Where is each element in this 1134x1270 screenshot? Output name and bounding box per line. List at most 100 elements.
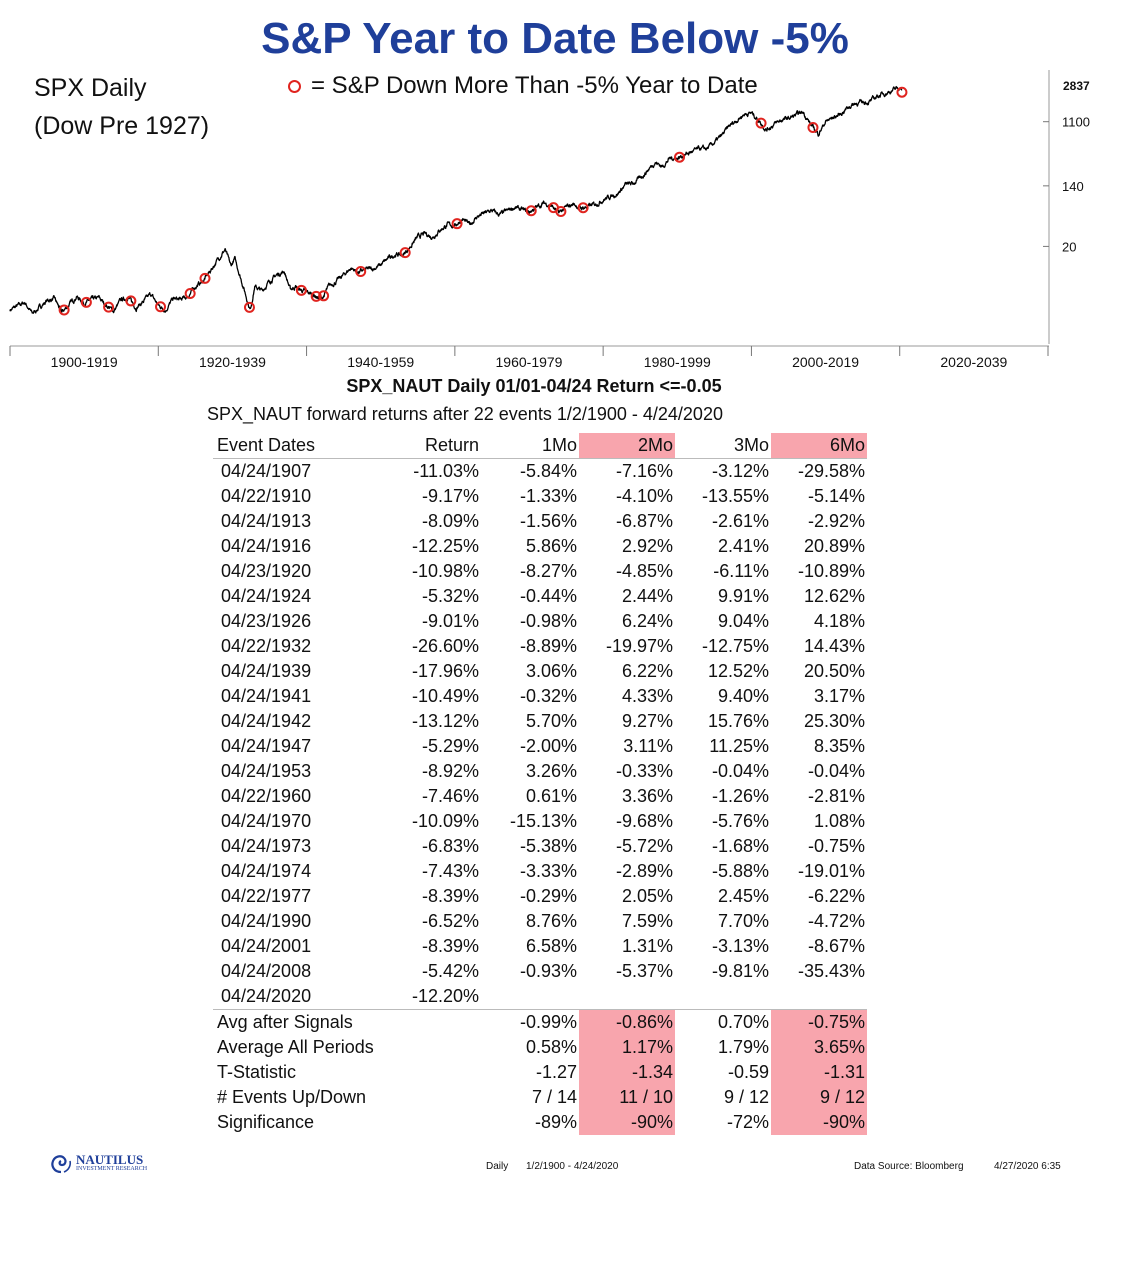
table-cell: 2.41%: [717, 536, 769, 556]
x-tick-label: 1900-1919: [51, 354, 118, 370]
table-cell: 04/24/1990: [221, 911, 312, 931]
summary-cell: 9 / 12: [771, 1085, 867, 1110]
table-cell: -5.42%: [421, 961, 479, 981]
summary-cell: 0.58%: [525, 1037, 577, 1057]
table-row: 04/24/1953 -8.92% 3.26% -0.33% -0.04% -0.04%: [213, 759, 867, 784]
event-marker: [355, 265, 367, 277]
summary-cell: 1.79%: [717, 1037, 769, 1057]
logo-tagline: INVESTMENT RESEARCH: [76, 1166, 148, 1172]
summary-cell: 7 / 14: [531, 1087, 577, 1107]
table-row: 04/24/2001 -8.39% 6.58% 1.31% -3.13% -8.67%: [213, 934, 867, 959]
event-marker: [525, 205, 537, 217]
nautilus-shell-icon: [51, 1155, 72, 1174]
page-title: S&P Year to Date Below -5%: [261, 14, 849, 63]
footer-range: 1/2/1900 - 4/24/2020: [526, 1161, 619, 1172]
x-tick-label: 2000-2019: [792, 354, 859, 370]
table-cell: -10.49%: [411, 686, 479, 706]
table-cell: 12.52%: [707, 661, 769, 681]
table-cell: 04/23/1920: [221, 561, 312, 581]
table-cell: -4.85%: [615, 561, 673, 581]
table-cell: -5.72%: [615, 836, 673, 856]
logo-name: NAUTILUS: [76, 1152, 144, 1167]
event-marker: [310, 290, 322, 302]
x-tick-label: 2020-2039: [940, 354, 1007, 370]
table-cell: -2.81%: [807, 786, 865, 806]
table-cell: -4.72%: [807, 911, 865, 931]
table-row: 04/22/1977 -8.39% -0.29% 2.05% 2.45% -6.22%: [213, 884, 867, 909]
table-row: 04/24/1973 -6.83% -5.38% -5.72% -1.68% -0.75%: [213, 834, 867, 859]
summary-row: Avg after Signals -0.99% -0.86% 0.70% -0.75%: [213, 1009, 867, 1035]
table-row: 04/24/1907 -11.03% -5.84% -7.16% -3.12% -29.5…: [213, 459, 867, 485]
table-cell: -5.38%: [519, 836, 577, 856]
table-cell: 14.43%: [803, 636, 865, 656]
summary-row: Significance -89% -90% -72% -90%: [213, 1110, 867, 1135]
table-cell: -6.11%: [713, 561, 769, 581]
table-cell: 04/22/1960: [221, 786, 312, 806]
table-cell: [771, 984, 867, 1010]
table-cell: -15.13%: [509, 811, 577, 831]
table-cell: -12.25%: [411, 536, 479, 556]
summary-cell: -1.31: [771, 1060, 867, 1085]
table-cell: -9.01%: [421, 611, 479, 631]
table-cell: -8.27%: [519, 561, 577, 581]
table-cell: -4.10%: [615, 486, 673, 506]
table-cell: -5.32%: [421, 586, 479, 606]
table-cell: 04/24/1941: [221, 686, 312, 706]
table-cell: -6.87%: [615, 511, 673, 531]
table-row: 04/24/1990 -6.52% 8.76% 7.59% 7.70% -4.72%: [213, 909, 867, 934]
summary-row: T-Statistic -1.27 -1.34 -0.59 -1.31: [213, 1060, 867, 1085]
table-cell: 3.17%: [813, 686, 865, 706]
table-cell: -0.04%: [807, 761, 865, 781]
table-row: 04/22/1960 -7.46% 0.61% 3.36% -1.26% -2.81%: [213, 784, 867, 809]
header-1mo: 1Mo: [481, 433, 579, 459]
table-row: 04/24/1916 -12.25% 5.86% 2.92% 2.41% 20.89%: [213, 534, 867, 559]
summary-cell: [381, 1110, 481, 1135]
table-row: 04/24/1924 -5.32% -0.44% 2.44% 9.91% 12.62%: [213, 584, 867, 609]
table-cell: 04/24/2020: [221, 986, 312, 1006]
x-tick-label: 1920-1939: [199, 354, 266, 370]
table-cell: 9.27%: [621, 711, 673, 731]
table-cell: -5.14%: [807, 486, 865, 506]
summary-cell: 3.65%: [771, 1035, 867, 1060]
event-marker: [58, 304, 70, 316]
summary-cell: [381, 1060, 481, 1085]
nautilus-logo: NAUTILUS INVESTMENT RESEARCH: [50, 1152, 147, 1174]
results-table: Event Dates Return 1Mo 2Mo 3Mo 6Mo 04/24…: [213, 433, 867, 1135]
table-cell: -29.58%: [797, 461, 865, 481]
summary-cell: -1.27: [535, 1062, 577, 1082]
table-cell: [579, 984, 675, 1010]
chart-legend: = S&P Down More Than -5% Year to Date: [288, 72, 758, 100]
summary-cell: Significance: [217, 1112, 315, 1132]
event-marker: [243, 301, 255, 313]
price-chart: 20 140 1100 2837 1900-1919 1920-1939 1940-1959…: [9, 70, 1090, 370]
table-cell: 04/24/1913: [221, 511, 312, 531]
table-cell: -0.33%: [615, 761, 673, 781]
table-cell: 04/24/2008: [221, 961, 312, 981]
table-cell: 04/24/1907: [221, 461, 312, 481]
table-row: 04/22/1932 -26.60% -8.89% -19.97% -12.75% 14.…: [213, 634, 867, 659]
table-cell: 2.45%: [717, 886, 769, 906]
table-cell: 04/24/1947: [221, 736, 312, 756]
table-cell: 04/24/1942: [221, 711, 312, 731]
event-marker: [399, 247, 411, 259]
event-marker: [184, 288, 196, 300]
x-tick-label: 1980-1999: [644, 354, 711, 370]
table-row: 04/24/1970 -10.09% -15.13% -9.68% -5.76% 1.08…: [213, 809, 867, 834]
chart-label-series: SPX Daily: [34, 74, 147, 102]
summary-cell: -1.34: [579, 1060, 675, 1085]
summary-cell: 1.17%: [579, 1035, 675, 1060]
table-cell: 7.59%: [621, 911, 673, 931]
table-cell: 4.33%: [621, 686, 673, 706]
table-cell: 04/24/1974: [221, 861, 312, 881]
event-marker: [80, 296, 92, 308]
table-cell: -5.76%: [711, 811, 769, 831]
table-cell: -1.68%: [711, 836, 769, 856]
event-marker: [451, 218, 463, 230]
table-cell: [481, 984, 579, 1010]
table-cell: 6.24%: [621, 611, 673, 631]
price-line: [9, 85, 903, 314]
table-cell: -2.61%: [711, 511, 769, 531]
table-cell: 04/22/1910: [221, 486, 312, 506]
table-cell: 4.18%: [813, 611, 865, 631]
event-marker: [199, 272, 211, 284]
